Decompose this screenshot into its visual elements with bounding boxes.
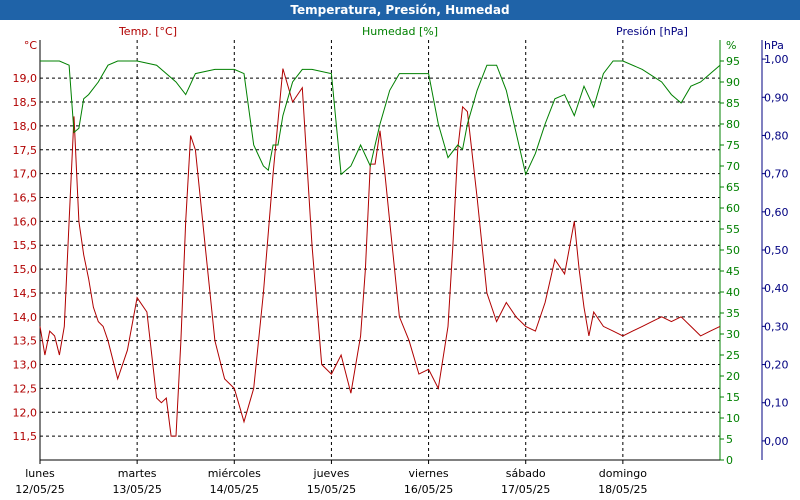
chart-grid — [40, 40, 720, 460]
hum-tick-label: 5 — [726, 433, 733, 446]
hum-unit-label: % — [726, 39, 736, 52]
chart-title: Temperatura, Presión, Humedad — [0, 0, 800, 20]
chart-background — [0, 20, 800, 500]
temp-tick-label: 18,5 — [13, 96, 38, 109]
hum-tick-label: 95 — [726, 55, 740, 68]
temp-axis-ticks: 11,5 12,0 12,5 13,0 13,5 14,0 14,5 15,0 15,5 16,0… — [13, 39, 38, 443]
temp-tick-label: 12,5 — [13, 382, 38, 395]
temp-tick-label: 16,0 — [13, 215, 38, 228]
pres-tick-label: 0,60 — [764, 206, 789, 219]
x-tick-date: 17/05/25 — [501, 483, 550, 496]
hum-tick-label: 25 — [726, 349, 740, 362]
x-tick-date: 14/05/25 — [210, 483, 259, 496]
temp-tick-label: 17,0 — [13, 168, 38, 181]
x-tick-date: 12/05/25 — [15, 483, 64, 496]
temp-tick-label: 16,5 — [13, 192, 38, 205]
x-tick-weekday: lunes — [25, 467, 55, 480]
x-tick-date: 13/05/25 — [112, 483, 161, 496]
hum-tick-label: 85 — [726, 97, 740, 110]
pres-tick-label: 0,50 — [764, 244, 789, 257]
hum-tick-label: 65 — [726, 181, 740, 194]
temp-axis-header: Temp. [°C] — [118, 25, 177, 38]
hum-tick-label: 50 — [726, 244, 740, 257]
hum-tick-label: 75 — [726, 139, 740, 152]
axis-headers: Temp. [°C] Humedad [%] Presión [hPa] — [118, 25, 688, 38]
pres-tick-label: 0,20 — [764, 359, 789, 372]
pres-tick-label: 0,00 — [764, 435, 789, 448]
hum-tick-label: 70 — [726, 160, 740, 173]
pres-tick-label: 0,80 — [764, 129, 789, 142]
temp-tick-label: 14,5 — [13, 287, 38, 300]
temp-tick-label: 19,0 — [13, 72, 38, 85]
temp-tick-label: 13,0 — [13, 359, 38, 372]
pres-tick-label: 1,00 — [764, 53, 789, 66]
pres-tick-label: 0,90 — [764, 91, 789, 104]
hum-tick-label: 60 — [726, 202, 740, 215]
x-tick-date: 18/05/25 — [598, 483, 647, 496]
temp-tick-label: 13,5 — [13, 335, 38, 348]
hum-tick-label: 45 — [726, 265, 740, 278]
pres-unit-label: hPa — [764, 39, 784, 52]
pres-tick-label: 0,70 — [764, 168, 789, 181]
temp-tick-label: 12,0 — [13, 406, 38, 419]
series-line-temp — [39, 68, 721, 437]
hum-tick-label: 10 — [726, 412, 740, 425]
x-tick-date: 15/05/25 — [307, 483, 356, 496]
hum-tick-label: 80 — [726, 118, 740, 131]
x-tick-weekday: sábado — [506, 467, 546, 480]
pres-tick-label: 0,10 — [764, 397, 789, 410]
hum-tick-label: 90 — [726, 76, 740, 89]
pres-axis-header: Presión [hPa] — [616, 25, 688, 38]
hum-tick-label: 20 — [726, 370, 740, 383]
hum-axis-header: Humedad [%] — [362, 25, 438, 38]
temp-unit-label: °C — [24, 39, 38, 52]
pres-tick-label: 0,30 — [764, 320, 789, 333]
temp-tick-label: 15,0 — [13, 263, 38, 276]
hum-tick-label: 40 — [726, 286, 740, 299]
x-tick-weekday: domingo — [599, 467, 647, 480]
hum-tick-label: 0 — [726, 454, 733, 467]
x-axis-ticks: lunes 12/05/25 martes 13/05/25 miércoles 14/0… — [15, 460, 648, 496]
x-tick-weekday: martes — [118, 467, 157, 480]
temp-tick-label: 11,5 — [13, 430, 38, 443]
x-tick-weekday: miércoles — [208, 467, 261, 480]
x-tick-weekday: jueves — [313, 467, 350, 480]
hum-tick-label: 30 — [726, 328, 740, 341]
temp-tick-label: 15,5 — [13, 239, 38, 252]
hum-axis-ticks: 0 5 10 15 20 25 30 35 40 45 50 55 60 65 70 75 80 85 90 95% — [720, 39, 740, 467]
pres-axis-ticks: 0,00 0,10 0,20 0,30 0,40 0,50 0,60 0,70 0,80 0,90… — [762, 39, 789, 448]
temp-tick-label: 14,0 — [13, 311, 38, 324]
series-lines — [39, 60, 721, 437]
x-tick-weekday: viernes — [409, 467, 449, 480]
x-tick-date: 16/05/25 — [404, 483, 453, 496]
pres-tick-label: 0,40 — [764, 282, 789, 295]
hum-tick-label: 55 — [726, 223, 740, 236]
series-line-hum — [40, 60, 721, 176]
hum-tick-label: 15 — [726, 391, 740, 404]
temp-tick-label: 17,5 — [13, 144, 38, 157]
temp-tick-label: 18,0 — [13, 120, 38, 133]
hum-tick-label: 35 — [726, 307, 740, 320]
